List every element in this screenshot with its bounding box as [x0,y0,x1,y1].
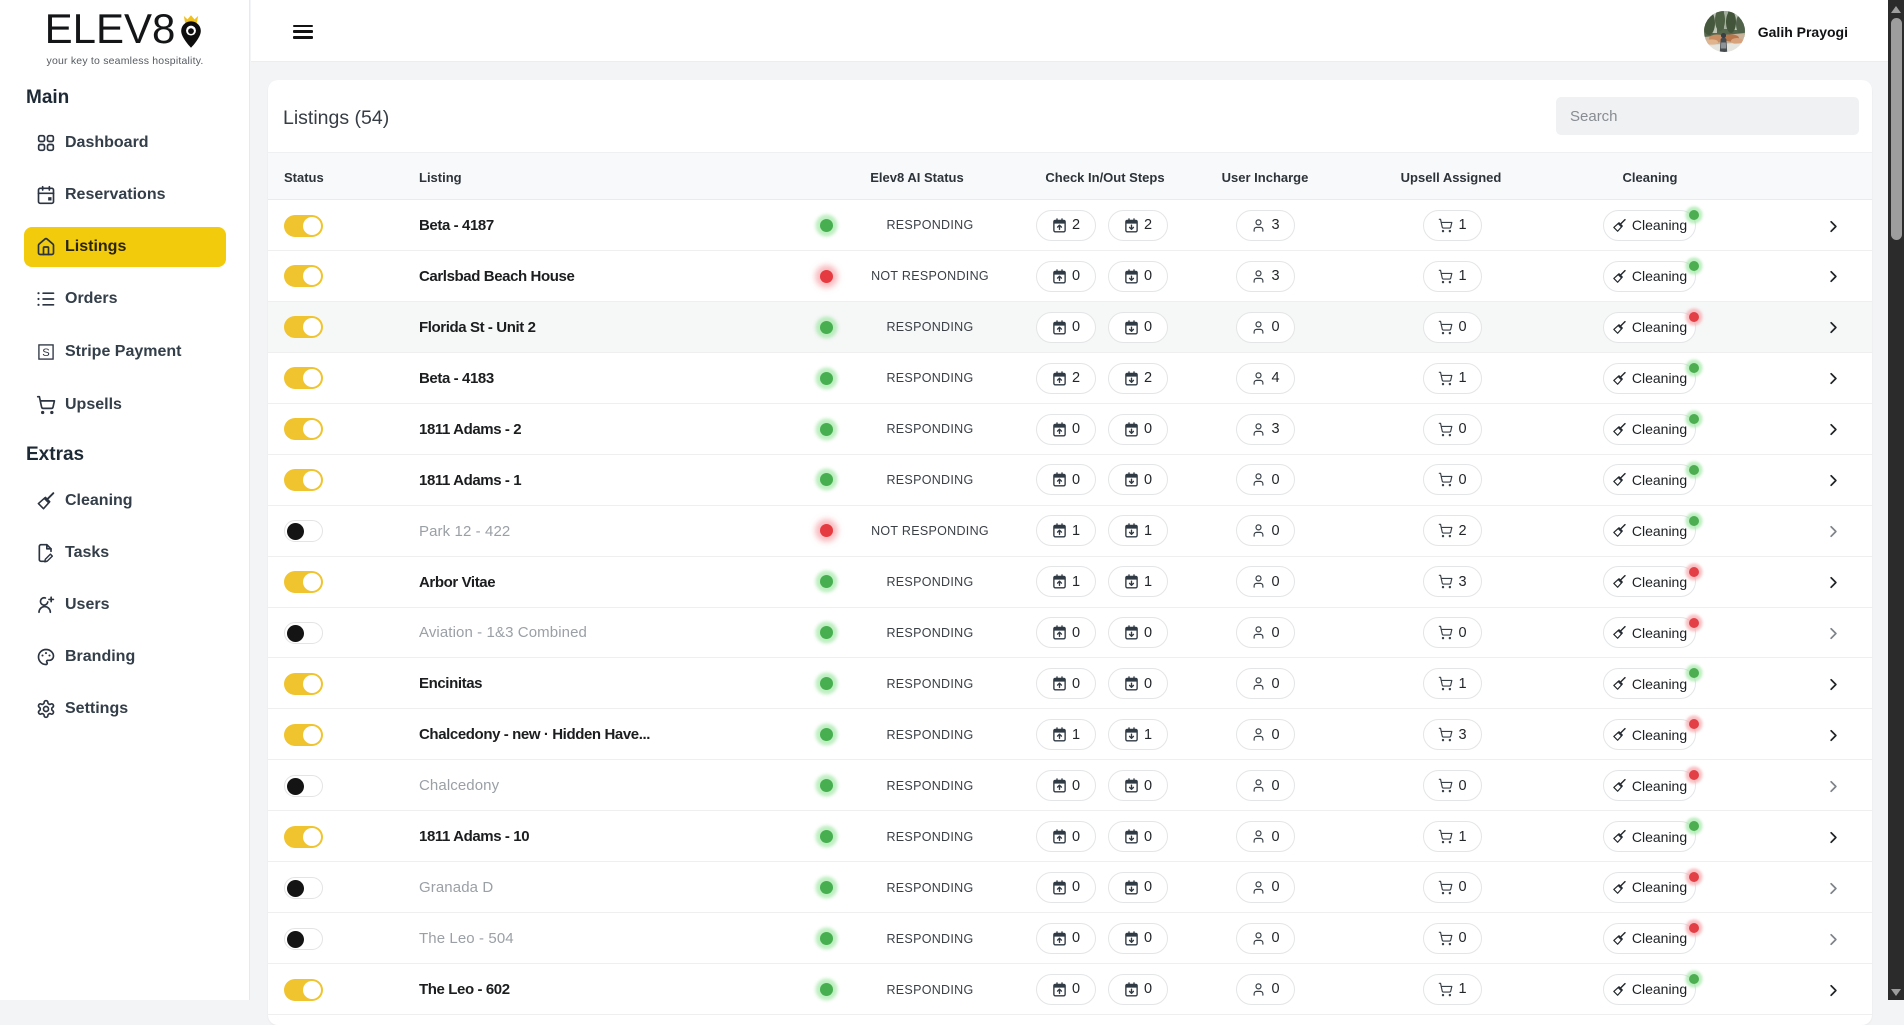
svg-text:S: S [42,347,50,359]
